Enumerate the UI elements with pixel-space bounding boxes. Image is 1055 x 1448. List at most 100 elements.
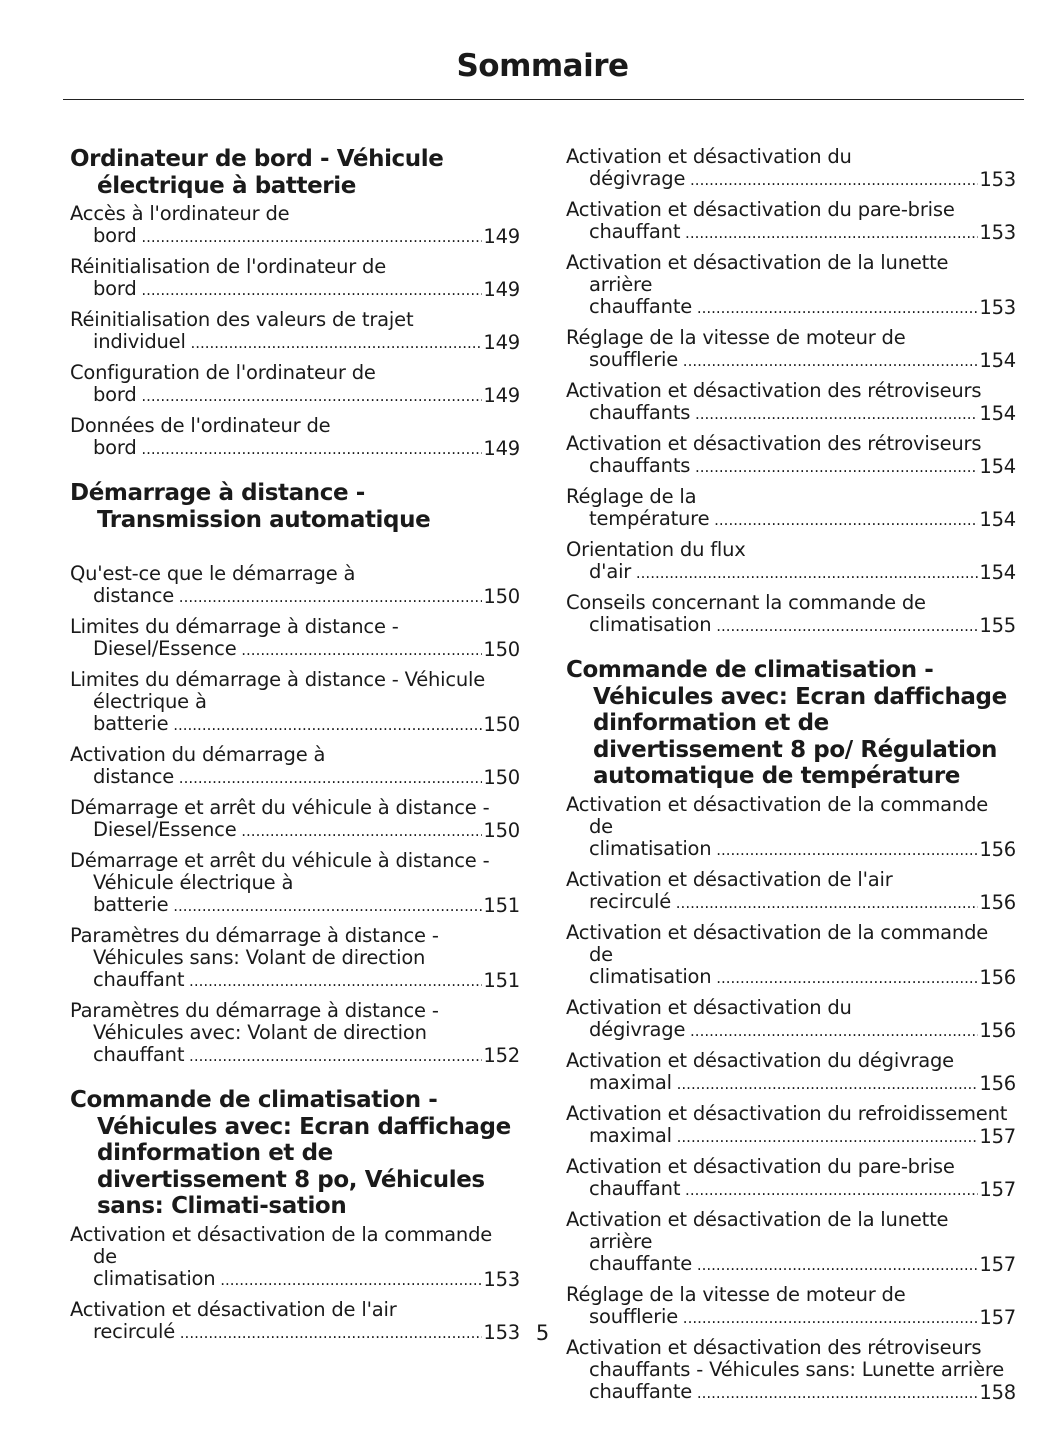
- toc-entry[interactable]: Activation et désactivation du dégivrage…: [566, 146, 1016, 191]
- entry-page-number: 153: [482, 1320, 520, 1344]
- entry-title: Activation et désactivation de la lunett…: [566, 1209, 1016, 1275]
- entry-title: Paramètres du démarrage à distance - Véh…: [70, 925, 520, 991]
- entry-page-number: 153: [978, 296, 1016, 319]
- section-heading: Commande de climatisation - Véhicules av…: [70, 1087, 511, 1219]
- entry-page-number: 149: [482, 278, 520, 301]
- spacer: [70, 537, 520, 563]
- toc-section: Démarrage à distance - Transmission auto…: [70, 480, 520, 1067]
- entry-page-number: 155: [978, 614, 1016, 637]
- entry-title: Réinitialisation des valeurs de trajet i…: [70, 309, 520, 353]
- entry-title: Orientation du flux d'air: [566, 539, 1016, 583]
- entry-title: Activation et désactivation du dégivrage: [566, 997, 1016, 1041]
- entry-page-number: 156: [978, 965, 1016, 989]
- toc-entry[interactable]: Activation et désactivation du refroidis…: [566, 1103, 1016, 1148]
- entry-title: Accès à l'ordinateur de bord: [70, 203, 520, 247]
- toc-entry[interactable]: Activation et désactivation de la comman…: [566, 922, 1016, 989]
- entry-page-number: 150: [482, 766, 520, 789]
- toc-entry[interactable]: Activation et désactivation du pare-bris…: [566, 199, 1016, 244]
- toc-entry[interactable]: Réglage de la vitesse de moteur de souff…: [566, 327, 1016, 372]
- entry-title: Activation du démarrage à distance: [70, 744, 520, 788]
- toc-entry[interactable]: Réglage de la température154: [566, 486, 1016, 531]
- toc-entry[interactable]: Activation et désactivation de l'air rec…: [566, 869, 1016, 914]
- entry-title: Réglage de la vitesse de moteur de souff…: [566, 327, 1016, 371]
- entry-title: Activation et désactivation de la lunett…: [566, 252, 1016, 318]
- toc-entry[interactable]: Données de l'ordinateur de bord149: [70, 415, 520, 460]
- entry-title: Données de l'ordinateur de bord: [70, 415, 520, 459]
- entry-page-number: 149: [482, 225, 520, 248]
- entry-page-number: 154: [978, 508, 1016, 531]
- entry-title: Activation et désactivation de la comman…: [566, 922, 1016, 988]
- entry-page-number: 149: [482, 437, 520, 460]
- entry-page-number: 152: [482, 1044, 520, 1067]
- entry-page-number: 156: [978, 1018, 1016, 1042]
- entry-page-number: 153: [978, 168, 1016, 191]
- toc-entry[interactable]: Réinitialisation de l'ordinateur de bord…: [70, 256, 520, 301]
- toc-entry[interactable]: Activation et désactivation de l'air rec…: [70, 1299, 520, 1344]
- page-title: Sommaire: [456, 48, 629, 84]
- entry-page-number: 150: [482, 638, 520, 661]
- toc-entry[interactable]: Paramètres du démarrage à distance - Véh…: [70, 1000, 520, 1067]
- entry-title: Activation et désactivation du dégivrage: [566, 146, 1016, 190]
- entry-title: Démarrage et arrêt du véhicule à distanc…: [70, 850, 520, 916]
- toc-entry[interactable]: Limites du démarrage à distance - Diesel…: [70, 616, 520, 661]
- entry-page-number: 158: [978, 1380, 1016, 1404]
- toc-left-column: Ordinateur de bord - Véhicule électrique…: [70, 146, 520, 1364]
- toc-entry[interactable]: Paramètres du démarrage à distance - Véh…: [70, 925, 520, 992]
- entry-page-number: 157: [978, 1177, 1016, 1201]
- entry-page-number: 157: [978, 1252, 1016, 1276]
- entry-title: Activation et désactivation du refroidis…: [566, 1103, 1016, 1147]
- entry-page-number: 157: [978, 1124, 1016, 1148]
- entry-page-number: 150: [482, 713, 520, 736]
- toc-entry[interactable]: Limites du démarrage à distance - Véhicu…: [70, 669, 520, 736]
- toc-entry[interactable]: Configuration de l'ordinateur de bord149: [70, 362, 520, 407]
- toc-entry[interactable]: Réinitialisation des valeurs de trajet i…: [70, 309, 520, 354]
- entry-title: Paramètres du démarrage à distance - Véh…: [70, 1000, 520, 1066]
- entry-page-number: 154: [978, 455, 1016, 478]
- toc-entry[interactable]: Activation et désactivation de la lunett…: [566, 252, 1016, 319]
- entry-page-number: 151: [482, 969, 520, 992]
- toc-entry[interactable]: Activation et désactivation des rétrovis…: [566, 1337, 1016, 1404]
- page-number: 5: [535, 1321, 550, 1345]
- entry-page-number: 154: [978, 349, 1016, 372]
- toc-entry[interactable]: Orientation du flux d'air154: [566, 539, 1016, 584]
- entry-page-number: 156: [978, 1071, 1016, 1095]
- toc-entry[interactable]: Conseils concernant la commande de clima…: [566, 592, 1016, 637]
- toc-entry[interactable]: Activation et désactivation de la lunett…: [566, 1209, 1016, 1276]
- entry-title: Réinitialisation de l'ordinateur de bord: [70, 256, 520, 300]
- toc-entry[interactable]: Activation et désactivation du pare-bris…: [566, 1156, 1016, 1201]
- toc-entry[interactable]: Activation et désactivation du dégivrage…: [566, 997, 1016, 1042]
- entry-title: Activation et désactivation du pare-bris…: [566, 1156, 1016, 1200]
- toc-entry[interactable]: Démarrage et arrêt du véhicule à distanc…: [70, 797, 520, 842]
- entry-page-number: 154: [978, 402, 1016, 425]
- toc-entry[interactable]: Démarrage et arrêt du véhicule à distanc…: [70, 850, 520, 917]
- toc-section: Commande de climatisation - Véhicules av…: [70, 1087, 520, 1344]
- entry-page-number: 154: [978, 561, 1016, 584]
- toc-entry[interactable]: Activation et désactivation de la comman…: [566, 794, 1016, 861]
- toc-entry[interactable]: Réglage de la vitesse de moteur de souff…: [566, 1284, 1016, 1329]
- entry-title: Activation et désactivation du pare-bris…: [566, 199, 1016, 243]
- toc-section: Activation et désactivation du dégivrage…: [566, 146, 1016, 637]
- toc-section: Ordinateur de bord - Véhicule électrique…: [70, 146, 520, 460]
- toc-entry[interactable]: Activation du démarrage à distance150: [70, 744, 520, 789]
- entry-page-number: 151: [482, 894, 520, 917]
- entry-title: Activation et désactivation des rétrovis…: [566, 433, 1016, 477]
- section-heading: Ordinateur de bord - Véhicule électrique…: [70, 146, 444, 199]
- entry-page-number: 157: [978, 1305, 1016, 1329]
- entry-page-number: 153: [978, 221, 1016, 244]
- entry-page-number: 149: [482, 384, 520, 407]
- toc-entry[interactable]: Activation et désactivation du dégivrage…: [566, 1050, 1016, 1095]
- entry-title: Activation et désactivation de la comman…: [566, 794, 1016, 860]
- toc-entry[interactable]: Activation et désactivation des rétrovis…: [566, 380, 1016, 425]
- entry-page-number: 156: [978, 837, 1016, 861]
- entry-title: Limites du démarrage à distance - Diesel…: [70, 616, 520, 660]
- entry-page-number: 153: [482, 1267, 520, 1291]
- toc-entry[interactable]: Accès à l'ordinateur de bord149: [70, 203, 520, 248]
- toc-entry[interactable]: Qu'est-ce que le démarrage à distance150: [70, 563, 520, 608]
- entry-title: Configuration de l'ordinateur de bord: [70, 362, 520, 406]
- toc-entry[interactable]: Activation et désactivation des rétrovis…: [566, 433, 1016, 478]
- toc-right-column: Activation et désactivation du dégivrage…: [566, 146, 1016, 1424]
- title-divider: [63, 99, 1024, 100]
- toc-entry[interactable]: Activation et désactivation de la comman…: [70, 1224, 520, 1291]
- toc-section: Commande de climatisation - Véhicules av…: [566, 657, 1016, 1404]
- section-heading: Commande de climatisation - Véhicules av…: [566, 657, 1007, 789]
